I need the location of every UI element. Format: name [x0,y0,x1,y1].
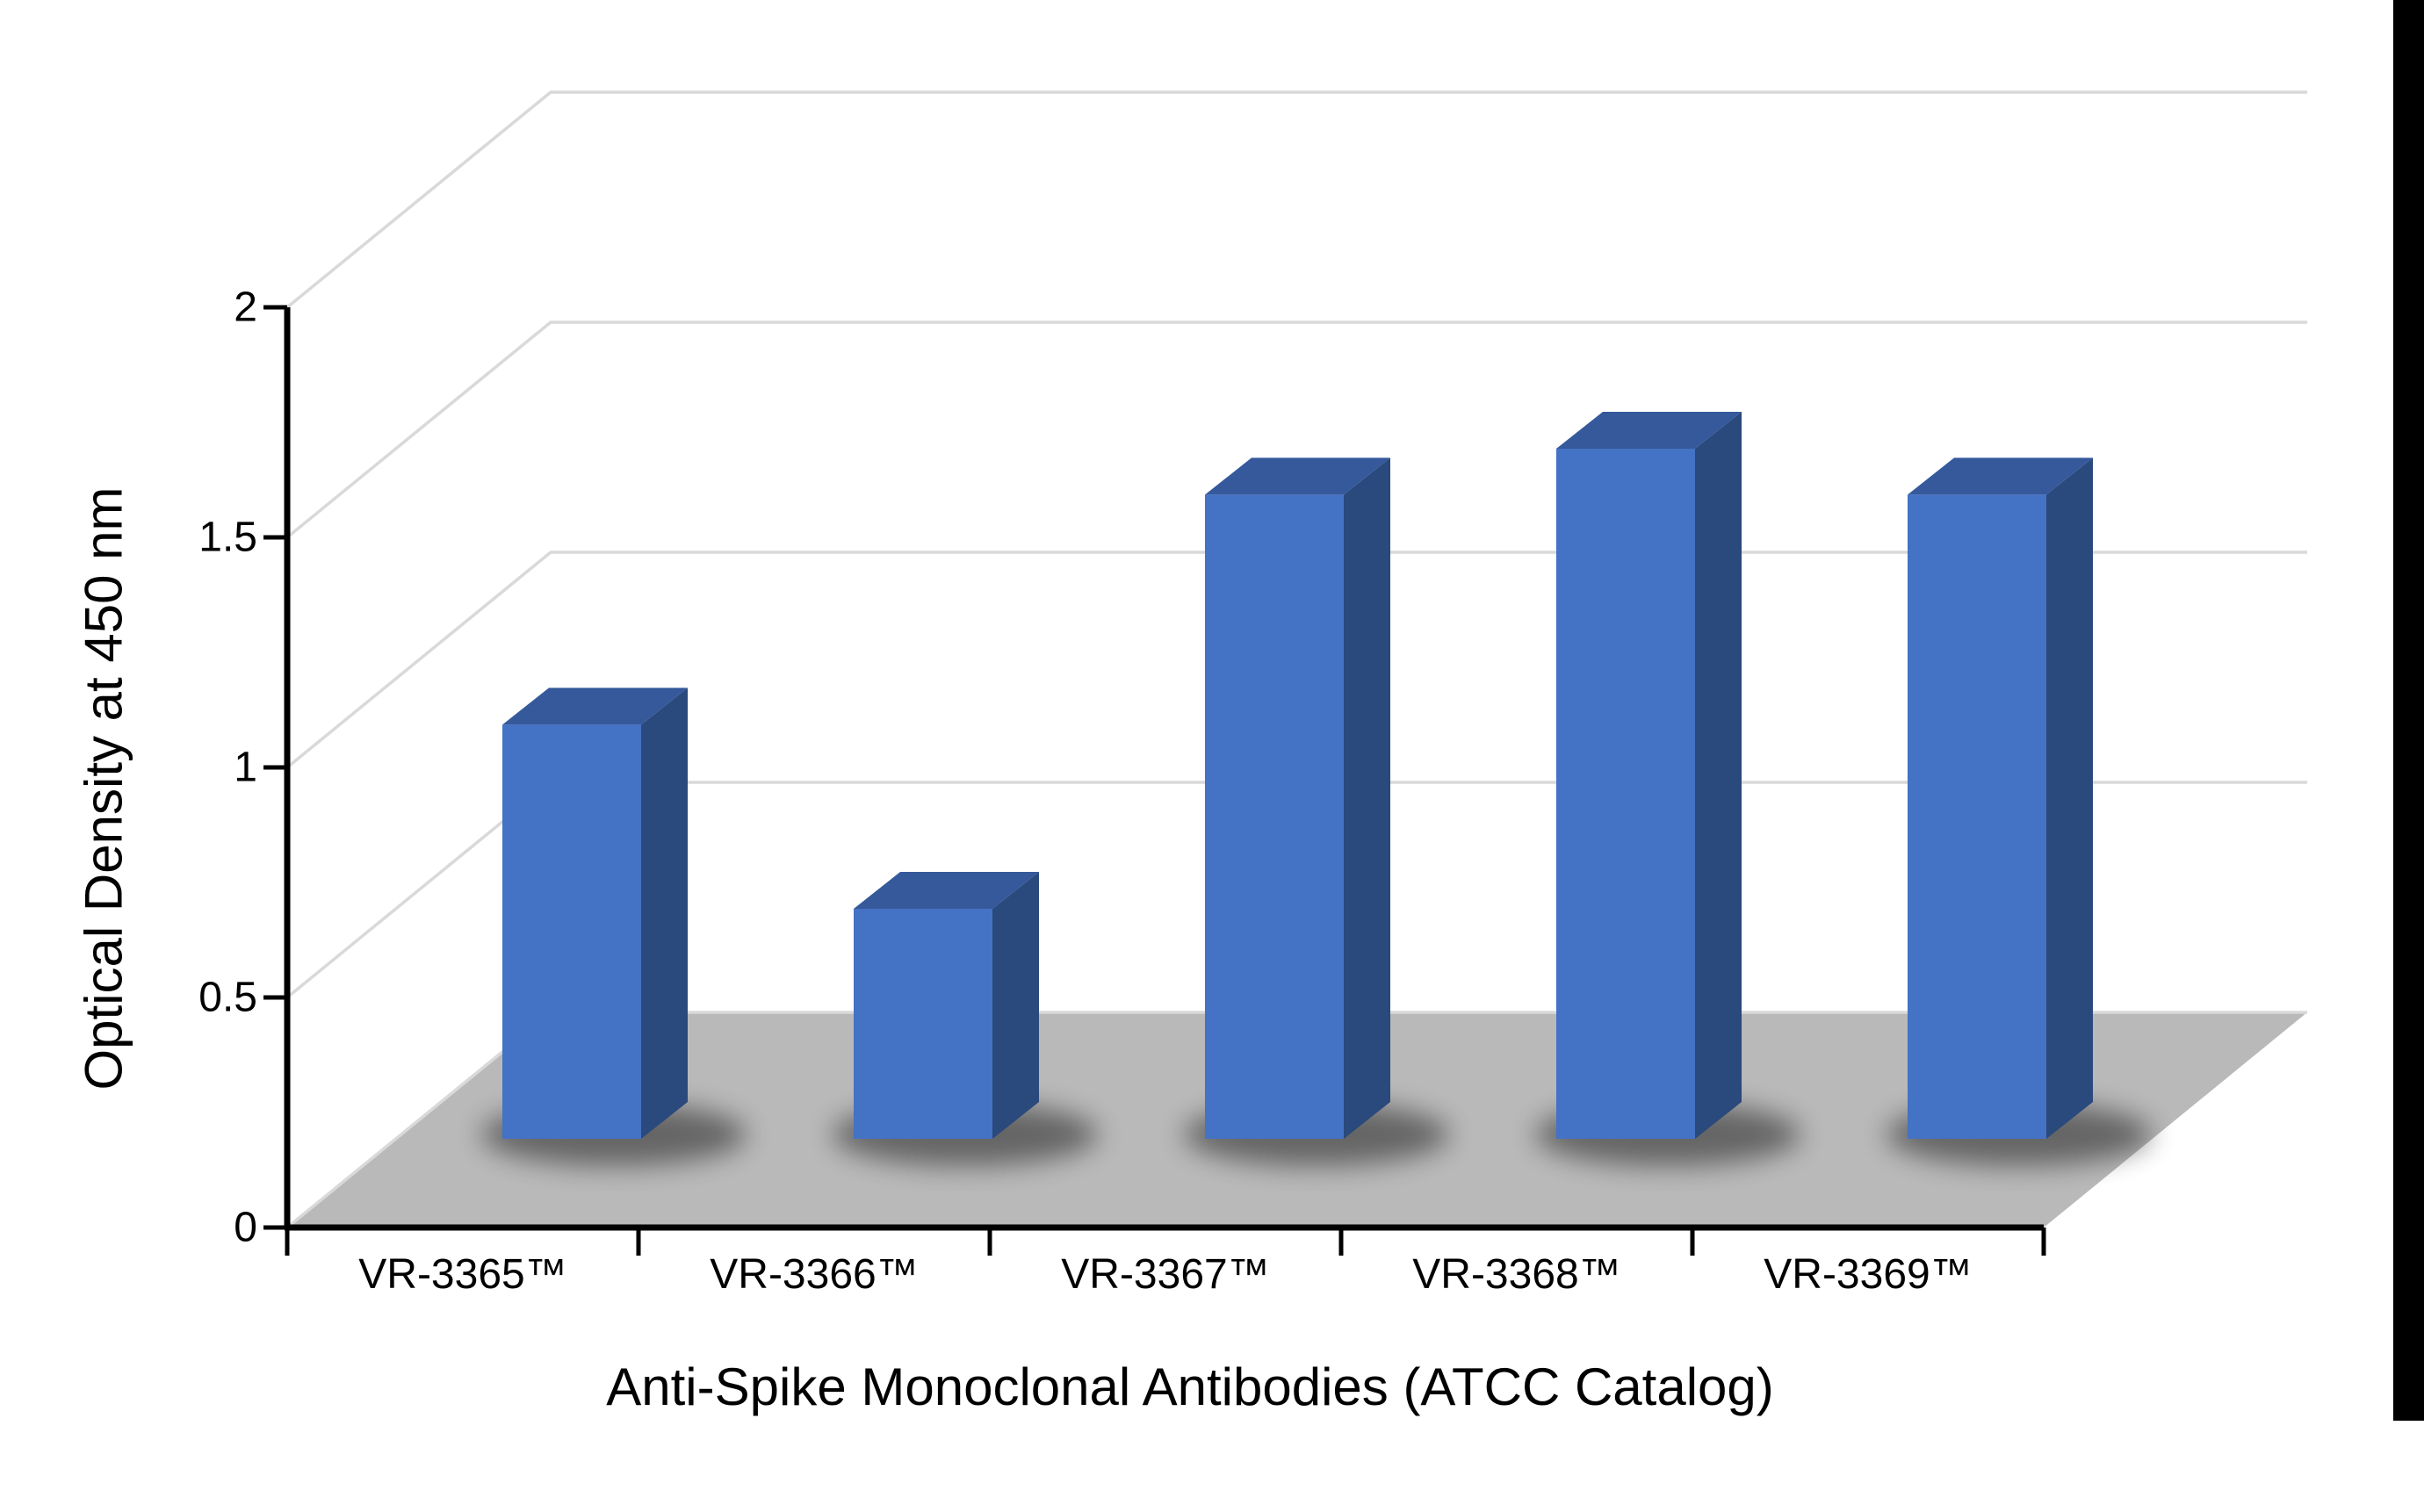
bar-1-front-face [502,724,641,1139]
bar-5-front-face [1908,494,2046,1139]
bar-2-side-face [992,872,1039,1139]
bar-4-top-face [1556,412,1742,449]
bar-5-top-face [1908,457,2093,495]
bar-2-top-face [854,872,1039,909]
y-tick-label-2: 2 [234,284,257,331]
right-edge-black-bar [2393,0,2424,1421]
bar-2-front-face [854,909,992,1139]
bar-5-side-face [2046,457,2093,1139]
y-tick-label-0.5: 0.5 [198,975,257,1021]
plot-area: 0 0.5 1 1.5 2 VR-3365™ VR-3366™ VR-3367™ VR-3368… [198,90,2307,1298]
bar-1-side-face [641,688,688,1139]
bar-3-front-face [1205,494,1344,1139]
x-tick-label-4: VR-3368™ [1412,1251,1620,1298]
y-tick-label-1: 1 [234,745,257,791]
x-axis-title: Anti-Spike Monoclonal Antibodies (ATCC C… [606,1357,1774,1416]
x-tick-label-3: VR-3367™ [1061,1251,1269,1298]
bar-4-side-face [1695,412,1742,1139]
gridline-1.5 [285,320,2307,539]
y-tick-label-1.5: 1.5 [198,515,257,561]
x-tick-label-2: VR-3366™ [710,1251,918,1298]
y-tick-label-0: 0 [234,1205,257,1251]
bar-3-side-face [1344,457,1390,1139]
gridline-2 [285,90,2307,309]
bar-3-top-face [1205,457,1390,495]
y-axis-title: Optical Density at 450 nm [75,487,133,1091]
x-tick-label-1: VR-3365™ [358,1251,566,1298]
bar-1-top-face [502,688,688,725]
bar-4-front-face [1556,449,1695,1139]
x-tick-label-5: VR-3369™ [1764,1251,1972,1298]
